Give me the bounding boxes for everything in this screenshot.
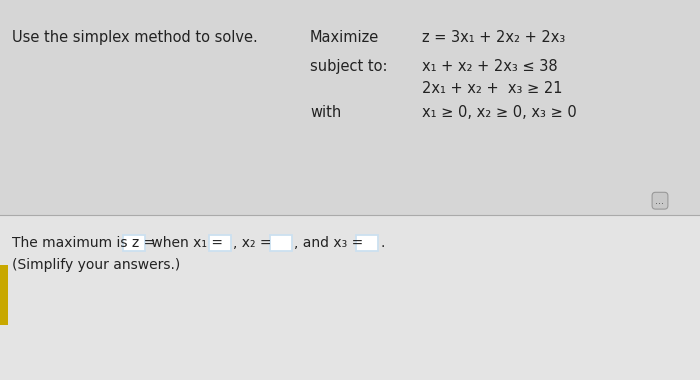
Text: Maximize: Maximize: [310, 30, 379, 45]
Text: z = 3x₁ + 2x₂ + 2x₃: z = 3x₁ + 2x₂ + 2x₃: [422, 30, 566, 45]
Bar: [122, 235, 145, 251]
Bar: [356, 235, 379, 251]
Bar: [0, 0, 700, 215]
Text: x₁ + x₂ + 2x₃ ≤ 38: x₁ + x₂ + 2x₃ ≤ 38: [422, 59, 558, 74]
Text: with: with: [310, 105, 342, 120]
Text: subject to:: subject to:: [310, 59, 388, 74]
Bar: [270, 235, 293, 251]
Text: , and x₃ =: , and x₃ =: [295, 236, 364, 250]
Text: 2x₁ + x₂ +  x₃ ≥ 21: 2x₁ + x₂ + x₃ ≥ 21: [422, 81, 563, 96]
Bar: [209, 235, 231, 251]
Text: Use the simplex method to solve.: Use the simplex method to solve.: [12, 30, 258, 45]
Text: (Simplify your answers.): (Simplify your answers.): [12, 258, 181, 272]
Text: .: .: [380, 236, 385, 250]
Bar: [0, 215, 700, 380]
Text: when x₁ =: when x₁ =: [147, 236, 223, 250]
Bar: [0, 265, 8, 325]
Text: The maximum is z =: The maximum is z =: [12, 236, 155, 250]
Text: x₁ ≥ 0, x₂ ≥ 0, x₃ ≥ 0: x₁ ≥ 0, x₂ ≥ 0, x₃ ≥ 0: [422, 105, 577, 120]
Text: ...: ...: [655, 196, 664, 206]
Text: , x₂ =: , x₂ =: [233, 236, 272, 250]
